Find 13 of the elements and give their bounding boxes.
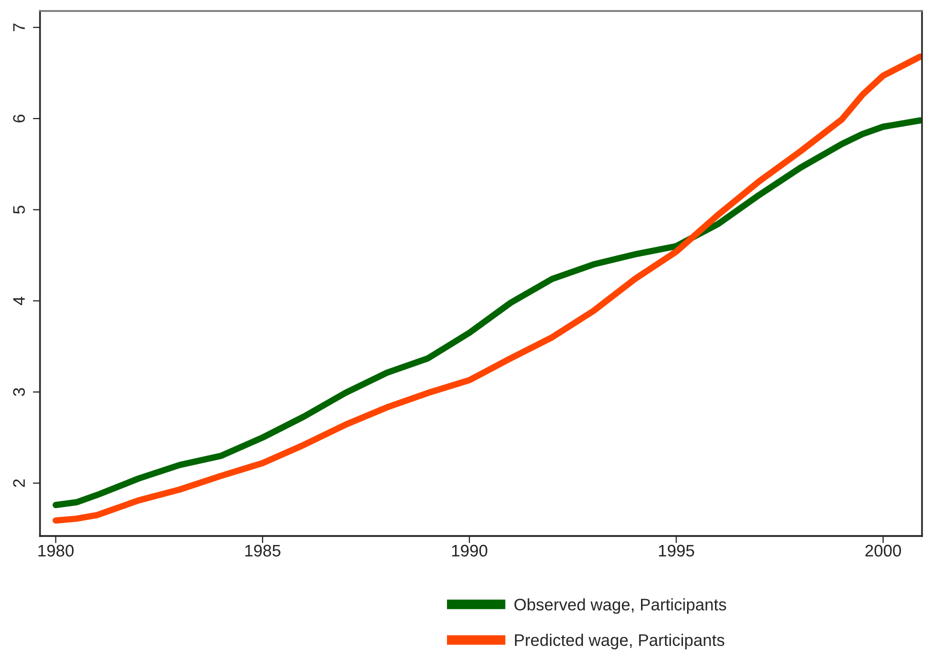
x-tick-label: 1995 [659, 544, 694, 557]
y-tick-label: 2 [13, 479, 25, 487]
x-tick-label: 1980 [38, 544, 74, 557]
legend-label: Observed wage, Participants [514, 598, 726, 614]
legend-label: Predicted wage, Participants [515, 634, 724, 650]
y-tick-label: 4 [13, 296, 25, 306]
y-tick-label: 6 [13, 114, 25, 122]
x-tick-label: 2000 [865, 544, 901, 557]
y-tick-label: 5 [13, 206, 25, 214]
y-tick-label: 7 [13, 24, 25, 32]
x-tick-label: 1990 [452, 544, 488, 557]
x-tick-label: 1985 [245, 544, 280, 557]
y-tick-label: 3 [13, 388, 25, 396]
